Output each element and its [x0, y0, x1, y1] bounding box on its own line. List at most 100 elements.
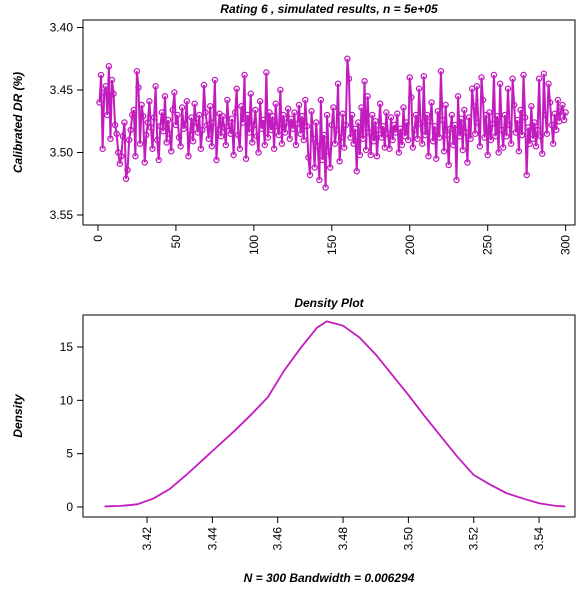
data-point [459, 146, 467, 154]
data-point [415, 85, 423, 93]
data-point [345, 75, 353, 83]
data-point [447, 125, 454, 133]
data-line [98, 58, 567, 188]
data-point [266, 109, 273, 116]
data-point [356, 151, 364, 159]
data-point [107, 135, 114, 142]
y-tick-label: 15 [60, 340, 74, 354]
data-point [389, 136, 396, 144]
data-point [479, 96, 487, 104]
data-point [330, 104, 337, 111]
data-point [370, 137, 378, 145]
data-point [130, 106, 138, 114]
data-point [149, 145, 156, 152]
data-point [214, 126, 222, 134]
data-point [429, 137, 437, 145]
data-point [520, 71, 527, 79]
data-point [239, 119, 247, 126]
data-point [252, 106, 259, 114]
data-point [403, 119, 410, 126]
data-point [139, 113, 147, 120]
data-point [286, 135, 293, 142]
y-tick-label: 3.45 [50, 83, 74, 97]
data-point [532, 142, 540, 150]
data-point [284, 105, 292, 113]
data-point [197, 145, 205, 152]
data-point [163, 139, 170, 146]
x-tick-label: 3.54 [532, 527, 546, 551]
data-point [506, 121, 513, 129]
data-point [280, 111, 287, 119]
data-point [549, 140, 557, 147]
data-point [420, 73, 428, 80]
data-point [495, 149, 502, 156]
data-point [478, 74, 485, 81]
chart-title: Density Plot [294, 296, 364, 310]
data-point [291, 109, 298, 116]
data-point [500, 144, 507, 151]
data-point [253, 132, 261, 140]
data-point [104, 111, 111, 119]
data-point [397, 125, 404, 133]
data-point [121, 119, 128, 126]
data-point [219, 113, 226, 120]
data-point [245, 129, 253, 136]
data-point [300, 136, 307, 144]
data-point [411, 126, 418, 134]
data-point [320, 131, 328, 139]
data-point [512, 129, 520, 136]
data-point [515, 147, 523, 155]
data-point [247, 90, 254, 98]
data-point [141, 159, 148, 166]
data-point [384, 130, 392, 137]
data-point [125, 136, 133, 144]
data-point [526, 140, 534, 147]
data-point [150, 114, 158, 121]
y-tick-label: 0 [66, 500, 73, 514]
data-point [160, 127, 167, 135]
data-point [132, 152, 139, 160]
data-point [486, 109, 493, 116]
data-point [456, 132, 463, 140]
data-point [206, 103, 214, 110]
data-point [261, 141, 269, 149]
data-point [272, 100, 279, 108]
data-point [263, 69, 270, 76]
data-point [450, 141, 457, 149]
data-point [548, 121, 555, 129]
data-point [108, 76, 116, 84]
data-point [333, 126, 340, 134]
data-point [540, 70, 548, 78]
data-point [322, 184, 329, 191]
data-point [306, 171, 314, 179]
data-point [111, 121, 119, 129]
x-tick-label: 3.44 [205, 527, 219, 551]
data-point [464, 159, 471, 166]
data-point [492, 132, 499, 140]
data-point [124, 166, 131, 174]
data-point [174, 111, 181, 119]
data-point [250, 121, 258, 129]
x-axis-label: N = 300 Bandwidth = 0.006294 [244, 571, 415, 585]
x-tick-label: 100 [247, 235, 261, 255]
data-point [316, 176, 323, 184]
data-point [189, 137, 197, 145]
data-point [336, 157, 343, 165]
data-point [153, 136, 161, 144]
data-point [166, 130, 173, 137]
data-point [524, 124, 532, 131]
data-point [376, 100, 384, 108]
data-point [116, 160, 124, 167]
data-point [344, 55, 351, 63]
data-point [133, 68, 141, 75]
data-point [467, 135, 474, 142]
data-point [484, 151, 491, 159]
data-point [155, 156, 163, 164]
data-point [351, 125, 359, 133]
data-point [225, 123, 233, 130]
data-point [442, 101, 449, 109]
data-point [177, 142, 184, 150]
data-point [347, 134, 354, 141]
data-point [157, 123, 164, 130]
